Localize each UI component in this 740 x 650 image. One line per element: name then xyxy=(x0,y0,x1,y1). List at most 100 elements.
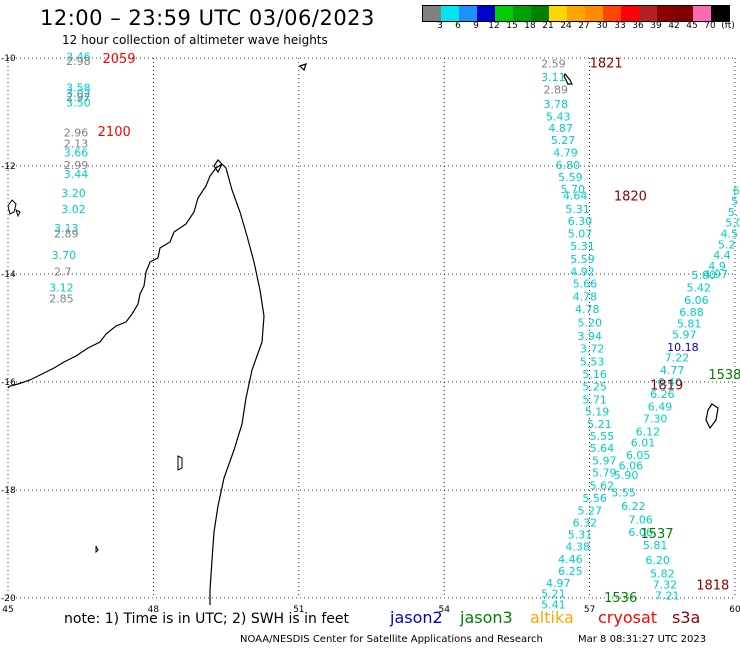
wave-height-label: 3.13 xyxy=(54,222,79,235)
scale-tick-label: 27 xyxy=(578,21,590,31)
islet-north xyxy=(298,63,307,72)
pass-time-label: 1820 xyxy=(614,190,647,205)
wave-height-label: 6.26 xyxy=(650,388,675,401)
wave-height-label: 6.05 xyxy=(626,449,651,462)
wave-height-label: 4.78 xyxy=(575,303,600,316)
wave-height-label: 4.9 xyxy=(708,260,726,273)
scale-tick-label: 70 xyxy=(704,21,716,31)
wave-height-label: 5.19 xyxy=(585,406,610,419)
scale-tick-label: 9 xyxy=(473,21,479,31)
wave-height-label: 3.46 xyxy=(66,50,91,63)
wave-height-label: 5.07 xyxy=(568,228,593,241)
islet-left-1 xyxy=(7,199,17,215)
scale-swatch xyxy=(675,6,693,21)
islet-east-3 xyxy=(95,545,99,554)
wave-height-label: 3.66 xyxy=(64,147,88,160)
wave-height-label: 3.20 xyxy=(61,187,86,200)
longitude-label: 45 xyxy=(2,605,13,615)
wave-height-label: 3.50 xyxy=(66,96,91,109)
wave-height-label: 4.64 xyxy=(563,190,588,203)
wave-height-label: 5.21 xyxy=(541,588,566,601)
wave-height-label: 7.32 xyxy=(653,579,678,592)
wave-height-label: 5.27 xyxy=(551,134,576,147)
pass-time-label: 1537 xyxy=(640,527,673,542)
scale-swatch xyxy=(513,6,531,21)
wave-height-label: 6.88 xyxy=(679,306,704,319)
wave-height-label: 3.02 xyxy=(61,203,86,216)
scale-swatch xyxy=(639,6,657,21)
wave-height-label: 3.02 xyxy=(66,87,91,100)
color-scale-labels: 3 6 9 12 15 18 21 24 27 30 33 36 39 42 45 70 (ft) xyxy=(422,21,740,33)
wave-height-label: 5.27 xyxy=(577,505,602,518)
wave-height-label: 5.55 xyxy=(611,487,636,500)
scale-swatch xyxy=(585,6,603,21)
map-title: 12:00 – 23:59 UTC 03/06/2023 xyxy=(40,6,375,30)
wave-height-label: 5.64 xyxy=(590,442,615,455)
mauritius-outline xyxy=(705,403,719,430)
wave-height-label: 5.79 xyxy=(592,467,617,480)
map-note: note: 1) Time is in UTC; 2) SWH is in fe… xyxy=(64,611,350,627)
wave-height-label: 3.94 xyxy=(577,330,602,343)
wave-height-label: 6.25 xyxy=(558,565,583,578)
wave-height-label: 6.06 xyxy=(619,460,644,473)
scale-tick-label: 15 xyxy=(506,21,518,31)
wave-height-color-scale xyxy=(422,5,730,22)
wave-height-label: 5.97 xyxy=(592,454,617,467)
wave-height-label: 5. xyxy=(728,206,739,219)
scale-tick-label: 39 xyxy=(650,21,662,31)
scale-swatch xyxy=(693,6,711,21)
legend-item-cryosat: cryosat xyxy=(598,608,658,627)
wave-height-label: 5.55 xyxy=(590,430,615,443)
wave-height-label: 4.97 xyxy=(546,577,571,590)
scale-tick-label: 12 xyxy=(488,21,500,31)
scale-swatch xyxy=(549,6,567,21)
wave-height-label: 5.59 xyxy=(570,253,595,266)
wave-height-label: 5.90 xyxy=(614,469,639,482)
wave-height-label: 6.49 xyxy=(648,400,673,413)
wave-height-label: 10.18 xyxy=(667,341,699,354)
wave-height-label: 6.06 xyxy=(628,526,653,539)
islet-east-2 xyxy=(177,455,183,471)
pass-time-label: 2100 xyxy=(98,125,131,140)
legend-item-altika: altika xyxy=(530,608,574,627)
scale-tick-label: 21 xyxy=(542,21,554,31)
pass-time-label: 1821 xyxy=(590,56,623,71)
scale-tick-label: 6 xyxy=(455,21,461,31)
wave-height-label: 5.21 xyxy=(587,418,612,431)
scale-swatch xyxy=(531,6,549,21)
wave-height-label: 6.30 xyxy=(568,215,593,228)
wave-height-label: 4.38 xyxy=(565,541,590,554)
wave-height-label: 5.81 xyxy=(643,539,668,552)
legend-item-s3a: s3a xyxy=(672,608,701,627)
wave-height-label: 6.32 xyxy=(573,516,598,529)
wave-height-label: 2.89 xyxy=(544,83,569,96)
wave-height-label: 4.78 xyxy=(573,291,598,304)
wave-height-label: 3.72 xyxy=(580,343,605,356)
scale-tick-label: 18 xyxy=(524,21,536,31)
wave-height-label: 2.85 xyxy=(49,292,74,305)
wave-height-label: 2.96 xyxy=(64,127,88,140)
legend-item-jason2: jason2 xyxy=(390,608,443,627)
lat-lon-grid xyxy=(7,57,736,599)
pass-time-label: 2059 xyxy=(103,52,136,67)
wave-height-label: 5.71 xyxy=(582,393,607,406)
wave-height-label: 4.46 xyxy=(558,553,583,566)
latitude-label: -18 xyxy=(1,486,16,496)
scale-swatch xyxy=(711,6,729,21)
wave-height-label: 5.0 xyxy=(725,217,740,230)
wave-height-label: 5.59 xyxy=(558,171,583,184)
wave-height-label: 2.7 xyxy=(54,265,72,278)
pass-time-label: 1819 xyxy=(650,379,683,394)
wave-height-label: 5.00 xyxy=(691,269,716,282)
wave-height-label: 5.42 xyxy=(687,282,712,295)
wave-height-label: 4.4 xyxy=(713,249,731,262)
scale-swatch xyxy=(477,6,495,21)
scale-swatch xyxy=(621,6,639,21)
scale-swatch xyxy=(657,6,675,21)
wave-height-label: 5.70 xyxy=(561,183,586,196)
wave-height-label: 5.97 xyxy=(672,328,697,341)
wave-height-label: 5.53 xyxy=(580,355,605,368)
latitude-label: -20 xyxy=(1,594,16,604)
wave-height-label: 5.81 xyxy=(677,318,702,331)
